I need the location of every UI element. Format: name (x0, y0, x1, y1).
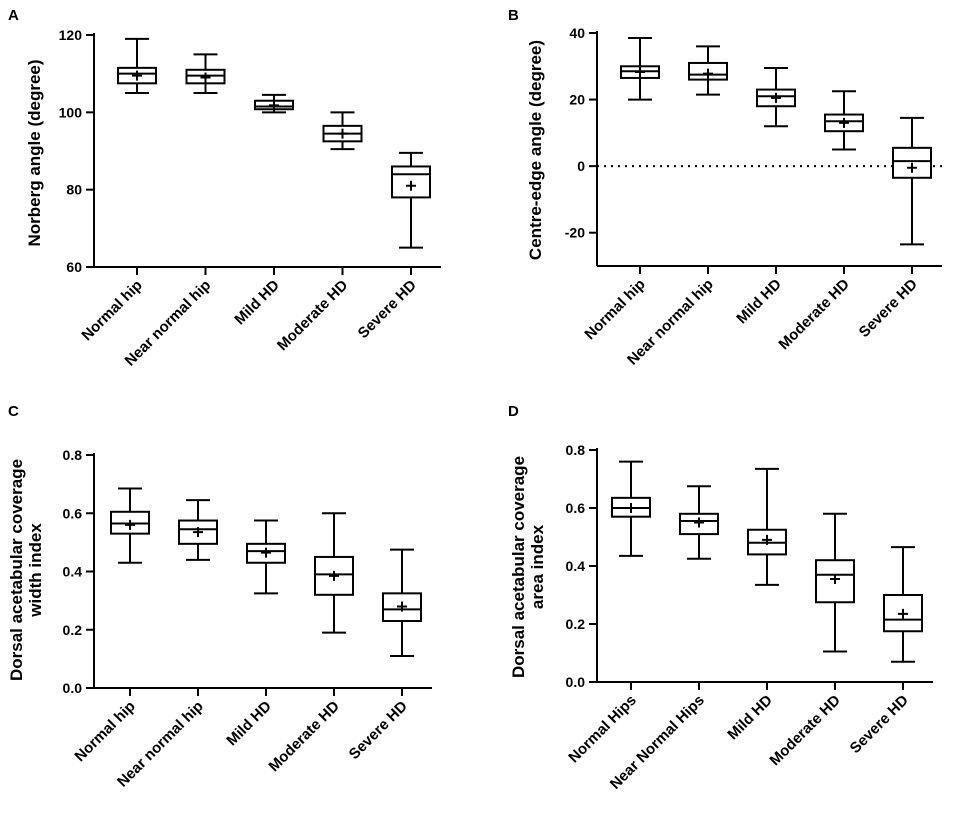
y-axis-label: Centre-edge angle (degree) (526, 40, 545, 260)
mean-marker (839, 117, 849, 128)
y-axis-label-line: width index (26, 523, 45, 618)
mean-marker (898, 608, 908, 619)
y-tick-label: 20 (569, 92, 585, 108)
y-tick-label: 0.6 (566, 500, 586, 516)
y-tick-label: 0.0 (63, 680, 83, 696)
iqr-box (382, 592, 422, 623)
y-axis-label-line: area index (528, 524, 547, 609)
y-axis-label-line: Dorsal acetabular coverage (509, 456, 528, 678)
mean-marker (703, 68, 713, 79)
mean-marker (907, 162, 917, 173)
mean-marker (635, 66, 645, 77)
y-tick-label: 0 (577, 158, 585, 174)
y-tick-label: 0.6 (63, 505, 83, 521)
mean-marker (261, 547, 271, 558)
y-tick-label: 100 (59, 104, 83, 120)
mean-marker (626, 503, 636, 513)
panel-letter: D (508, 403, 519, 420)
mean-marker (125, 519, 135, 530)
mean-marker (397, 601, 407, 612)
y-tick-label: 60 (66, 259, 82, 275)
y-tick-label: 0.8 (63, 447, 83, 463)
mean-marker (830, 574, 840, 585)
mean-marker (771, 92, 781, 103)
y-tick-label: -20 (565, 225, 585, 241)
y-tick-label: 0.2 (566, 616, 586, 632)
y-tick-label: 40 (569, 25, 585, 41)
mean-marker (762, 534, 772, 545)
y-tick-label: 80 (66, 182, 82, 198)
y-tick-label: 0.4 (566, 558, 586, 574)
y-axis-label-line: Dorsal acetabular coverage (7, 459, 26, 681)
mean-marker (269, 100, 279, 111)
mean-marker (193, 527, 203, 538)
panel-letter: A (8, 7, 19, 24)
y-tick-label: 0.8 (566, 442, 586, 458)
mean-marker (132, 70, 142, 81)
iqr-box (391, 165, 431, 199)
y-tick-label: 0.4 (63, 564, 83, 580)
mean-marker (406, 180, 416, 191)
y-tick-label: 0.0 (566, 674, 586, 690)
y-tick-label: 120 (59, 27, 83, 43)
mean-marker (337, 128, 348, 139)
panel-letter: C (8, 403, 19, 420)
y-axis-label: Norberg angle (degree) (25, 59, 44, 246)
y-tick-label: 0.2 (63, 622, 83, 638)
mean-marker (200, 72, 211, 83)
mean-marker (329, 570, 339, 581)
iqr-box (883, 594, 923, 633)
y-axis-label: Dorsal acetabular coveragewidth index (7, 459, 45, 681)
panel-letter: B (508, 7, 519, 24)
y-axis-label: Dorsal acetabular coveragearea index (509, 456, 547, 678)
mean-marker (694, 517, 704, 528)
